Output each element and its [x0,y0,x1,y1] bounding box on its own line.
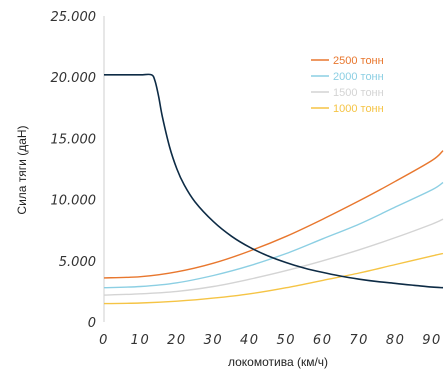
y-tick-labels: 0 5.000 10.000 15.000 20.000 25.000 [51,10,97,331]
legend-label: 2000 тонн [333,71,384,83]
legend-label: 1000 тонн [333,103,384,115]
x-tick-label: 20 [167,333,187,348]
x-axis-title: локомотива (км/ч) [228,355,328,369]
legend-label: 2500 тонн [333,55,384,67]
x-tick-label: 30 [204,333,224,348]
y-tick-label: 0 [88,316,96,331]
series-layer [103,73,444,305]
y-axis-title: Сила тяги (даН) [15,125,29,214]
x-tick-label: 60 [313,333,333,348]
y-tick-label: 10.000 [51,194,97,209]
y-tick-label: 20.000 [51,71,97,86]
x-tick-label: 50 [276,333,296,348]
x-tick-label: 80 [386,333,406,348]
series-line-2000 [103,181,444,289]
x-tick-label: 90 [422,333,442,348]
series-line-1500 [103,218,444,296]
y-tick-label: 5.000 [59,255,96,270]
x-tick-labels: 0 10 20 30 40 50 60 70 80 90 [99,333,442,348]
y-tick-label: 25.000 [51,10,97,25]
series-line-2500 [103,150,444,279]
x-tick-label: 10 [131,333,151,348]
legend: 2500 тонн 2000 тонн 1500 тонн 1000 тонн [311,55,384,115]
series-line-1000 [103,252,444,305]
x-tick-label: 0 [99,333,109,348]
legend-label: 1500 тонн [333,87,384,99]
y-tick-label: 15.000 [51,132,97,147]
x-tick-label: 70 [349,333,369,348]
x-tick-label: 40 [240,333,260,348]
traction-curve-line [104,73,444,289]
